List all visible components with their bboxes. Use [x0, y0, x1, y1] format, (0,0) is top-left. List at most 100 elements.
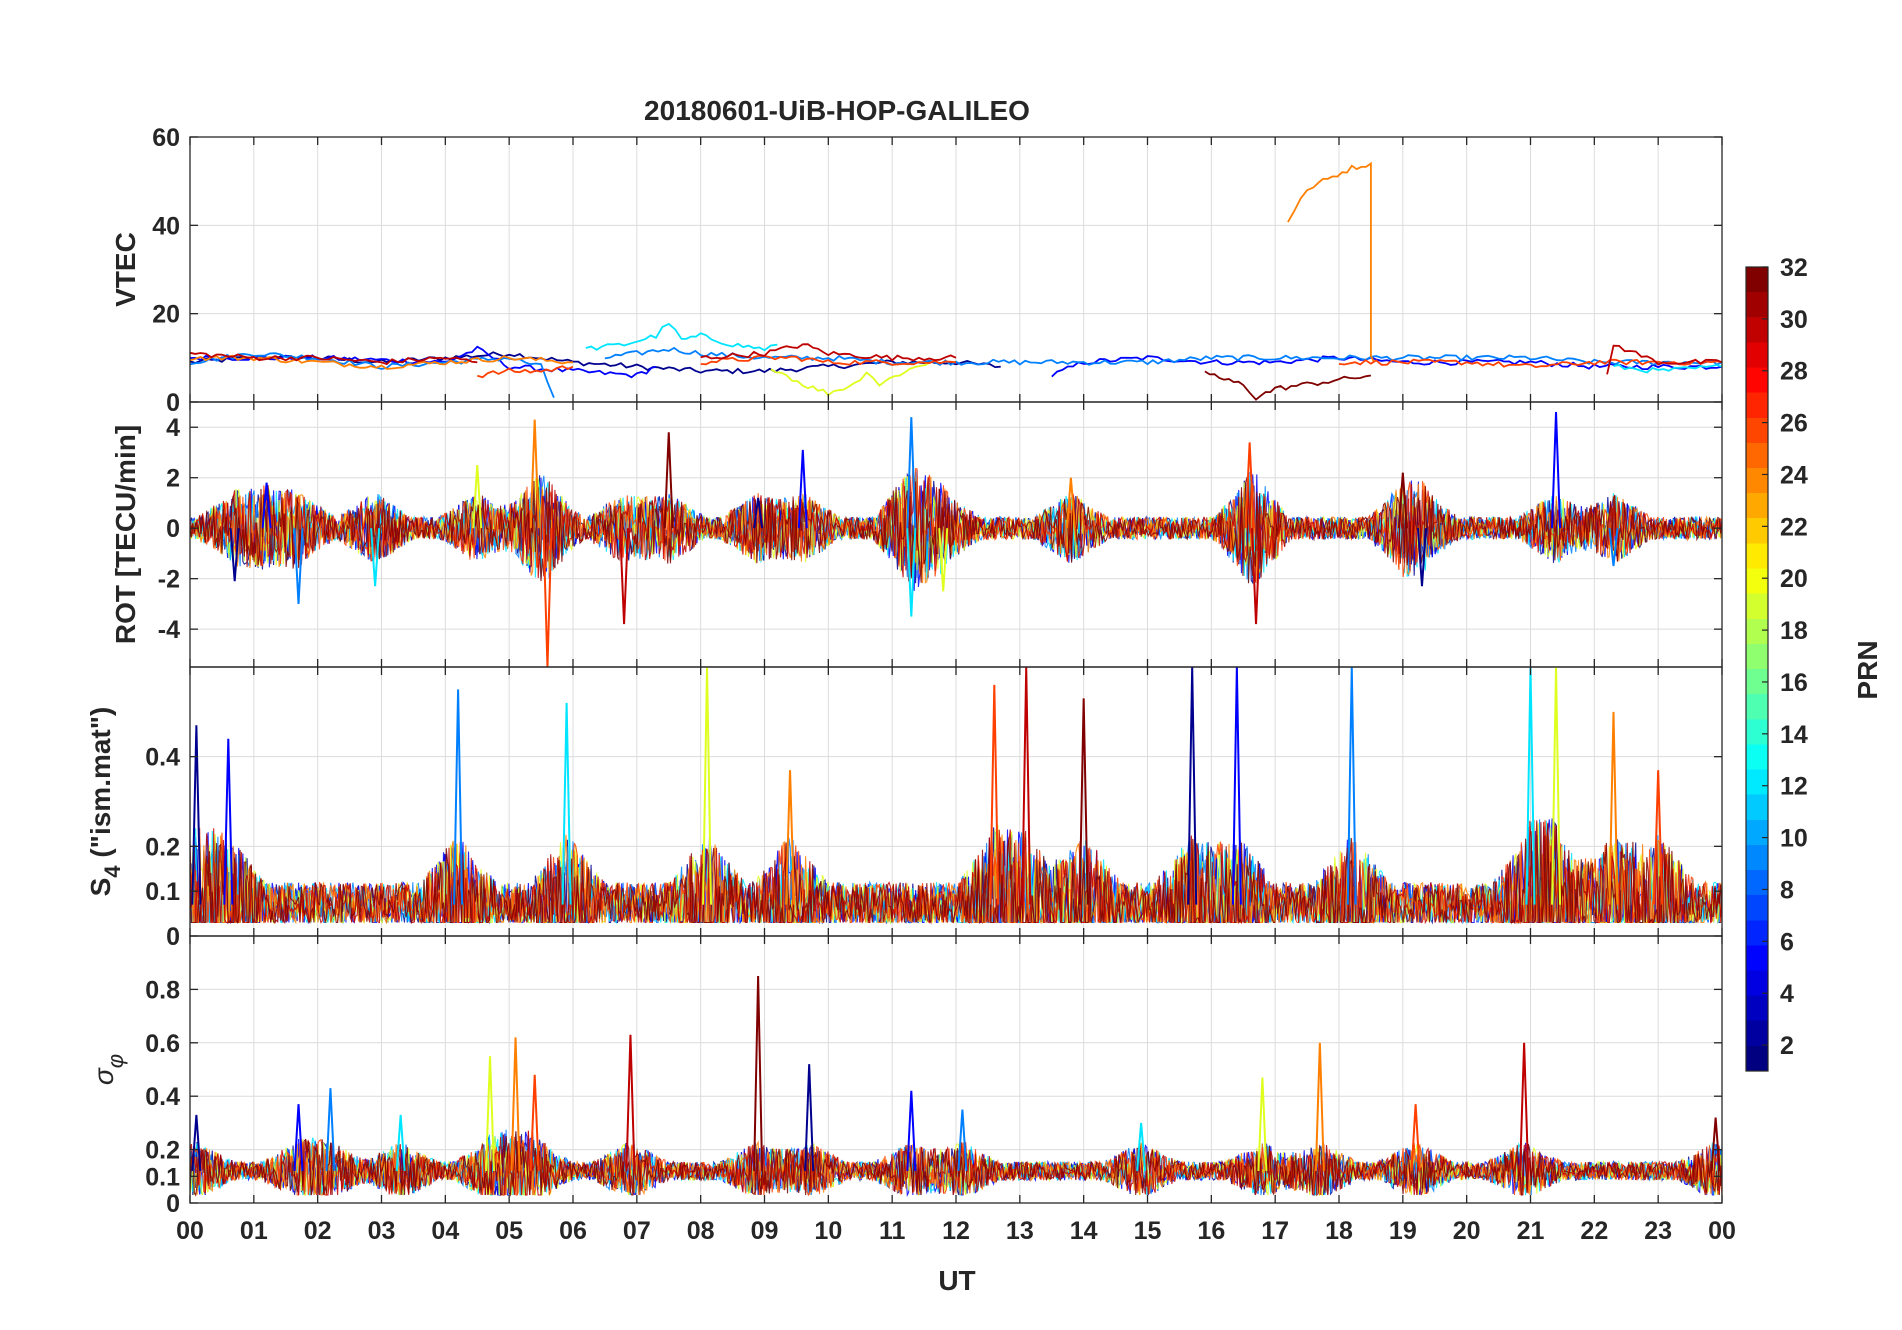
s4-ylabel-main: S: [85, 878, 116, 897]
xtick-label-13: 13: [1006, 1217, 1034, 1245]
sigma-spike-6: [529, 1074, 540, 1172]
xtick-label-21: 21: [1517, 1217, 1545, 1245]
sigma-ytick-label-3: 0.4: [145, 1083, 180, 1111]
xtick-label-14: 14: [1070, 1217, 1098, 1245]
vtec-line-prn-30-seg-2: [1606, 344, 1722, 375]
rot-spike-0: [229, 528, 240, 582]
vtec-line-prn-26-seg-1: [700, 354, 957, 366]
s4-spike-1: [223, 738, 234, 905]
s4-ytick-label-2: 0.2: [145, 833, 180, 861]
s4-spike-13: [1551, 667, 1562, 905]
vtec-ylabel: VTEC: [110, 232, 141, 307]
vtec-line-prn-12-seg-0: [585, 322, 778, 352]
xtick-label-7: 07: [623, 1217, 651, 1245]
colorbar-tick-label-13: 28: [1780, 358, 1808, 386]
xtick-label-19: 19: [1389, 1217, 1417, 1245]
rot-spike-18: [1416, 528, 1427, 587]
sigma-ylabel-main: σ: [88, 1067, 119, 1085]
vtec-ytick-label-3: 60: [152, 124, 180, 152]
rot-spike-7: [619, 528, 630, 625]
rot-ytick-label-0: -4: [158, 616, 180, 644]
vtec-line-prn-24-seg-1: [190, 354, 574, 370]
xtick-label-10: 10: [814, 1217, 842, 1245]
chart-title: 20180601-UiB-HOP-GALILEO: [644, 95, 1030, 126]
s4-ylabel-sub: 4: [100, 865, 125, 878]
colorbar-tick-label-6: 14: [1780, 721, 1808, 749]
s4-spike-5: [785, 770, 796, 905]
sigma-spike-13: [1257, 1077, 1268, 1172]
xtick-label-9: 09: [751, 1217, 779, 1245]
panel-vtec: 0 20 40 60 VTEC: [110, 124, 1723, 417]
xtick-label-22: 22: [1580, 1217, 1608, 1245]
colorbar-label: PRN: [1852, 640, 1883, 699]
xtick-label-17: 17: [1261, 1217, 1289, 1245]
colorbar-tick-label-3: 8: [1780, 876, 1794, 904]
vtec-line-prn-30-seg-0: [190, 351, 478, 366]
vtec-line-prn-24-seg-0: [1287, 161, 1375, 363]
vtec-line-prn-30-seg-1: [700, 343, 957, 362]
s4-spike-15: [1653, 770, 1664, 905]
xtick-label-8: 08: [687, 1217, 715, 1245]
rot-spike-20: [1608, 528, 1619, 567]
sigma-spike-5: [510, 1037, 521, 1171]
rot-spike-13: [938, 528, 949, 592]
panel-sigma: 00.10.2 0.4 0.6 0.8 σφ: [88, 935, 1723, 1218]
sigma-ylabel: σφ: [88, 1054, 128, 1085]
colorbar-tick-label-10: 22: [1780, 513, 1808, 541]
sigma-spike-16: [1519, 1042, 1530, 1171]
vtec-line-prn-8-seg-0: [190, 352, 555, 398]
colorbar-tick-label-0: 2: [1780, 1032, 1794, 1060]
rot-spike-4: [472, 465, 483, 529]
rot-spike-2: [293, 528, 304, 604]
sigma-spike-17: [1710, 1117, 1721, 1172]
sigma-spike-0: [191, 1114, 202, 1172]
sigma-spike-1: [293, 1104, 304, 1172]
sigma-plot-area: [190, 976, 1722, 1198]
colorbar-tick-label-8: 18: [1780, 617, 1808, 645]
vtec-plot-area: [190, 161, 1722, 401]
sigma-spike-15: [1410, 1104, 1421, 1172]
colorbar-tick-label-9: 20: [1780, 565, 1808, 593]
s4-spike-12: [1525, 667, 1536, 905]
s4-spike-8: [1078, 698, 1089, 905]
rot-ytick-label-2: 0: [166, 515, 180, 543]
panel-s4: 0 0.1 0.2 0.4 S4 ("ism.mat"): [85, 666, 1723, 951]
s4-plot-area: [190, 667, 1722, 925]
sigma-spike-8: [753, 976, 764, 1171]
xtick-label-1: 01: [240, 1217, 268, 1245]
rot-spike-15: [1244, 442, 1255, 529]
xtick-label-11: 11: [879, 1217, 906, 1245]
sigma-ylabel-sub: φ: [103, 1054, 128, 1068]
rot-ytick-label-1: -2: [158, 566, 180, 594]
colorbar-tick-label-11: 24: [1780, 461, 1808, 489]
xtick-label-24: 00: [1708, 1217, 1736, 1245]
colorbar-tick-label-1: 4: [1780, 980, 1794, 1008]
xtick-label-16: 16: [1197, 1217, 1225, 1245]
s4-line-prn-32: [190, 822, 1722, 925]
vtec-line-prn-20-seg-0: [770, 361, 931, 397]
xtick-label-18: 18: [1325, 1217, 1353, 1245]
s4-ytick-label-3: 0.4: [145, 744, 180, 772]
rot-spike-19: [1551, 412, 1562, 529]
xtick-label-20: 20: [1453, 1217, 1481, 1245]
xtick-label-15: 15: [1134, 1217, 1162, 1245]
rot-ytick-label-3: 2: [166, 465, 180, 493]
s4-spike-10: [1231, 667, 1242, 905]
rot-spike-6: [542, 528, 553, 667]
sigma-spike-7: [625, 1034, 636, 1171]
sigma-spike-9: [804, 1064, 815, 1171]
xtick-label-2: 02: [304, 1217, 332, 1245]
sigma-spike-12: [1136, 1122, 1147, 1172]
vtec-line-prn-32-seg-0: [1204, 370, 1372, 401]
s4-ylabel: S4 ("ism.mat"): [85, 707, 125, 897]
panel-rot: -4 -2 0 2 4 ROT [TECU/min]: [110, 401, 1723, 668]
s4-ylabel-rest: ("ism.mat"): [85, 707, 116, 866]
colorbar-tick-label-7: 16: [1780, 669, 1808, 697]
rot-spike-3: [370, 528, 381, 587]
sigma-ytick-label-4: 0.6: [145, 1030, 180, 1058]
rot-ytick-label-4: 4: [166, 414, 180, 442]
s4-ytick-label-0: 0: [166, 923, 180, 951]
vtec-line-prn-26-seg-2: [1338, 358, 1722, 369]
sigma-spike-4: [485, 1056, 496, 1171]
